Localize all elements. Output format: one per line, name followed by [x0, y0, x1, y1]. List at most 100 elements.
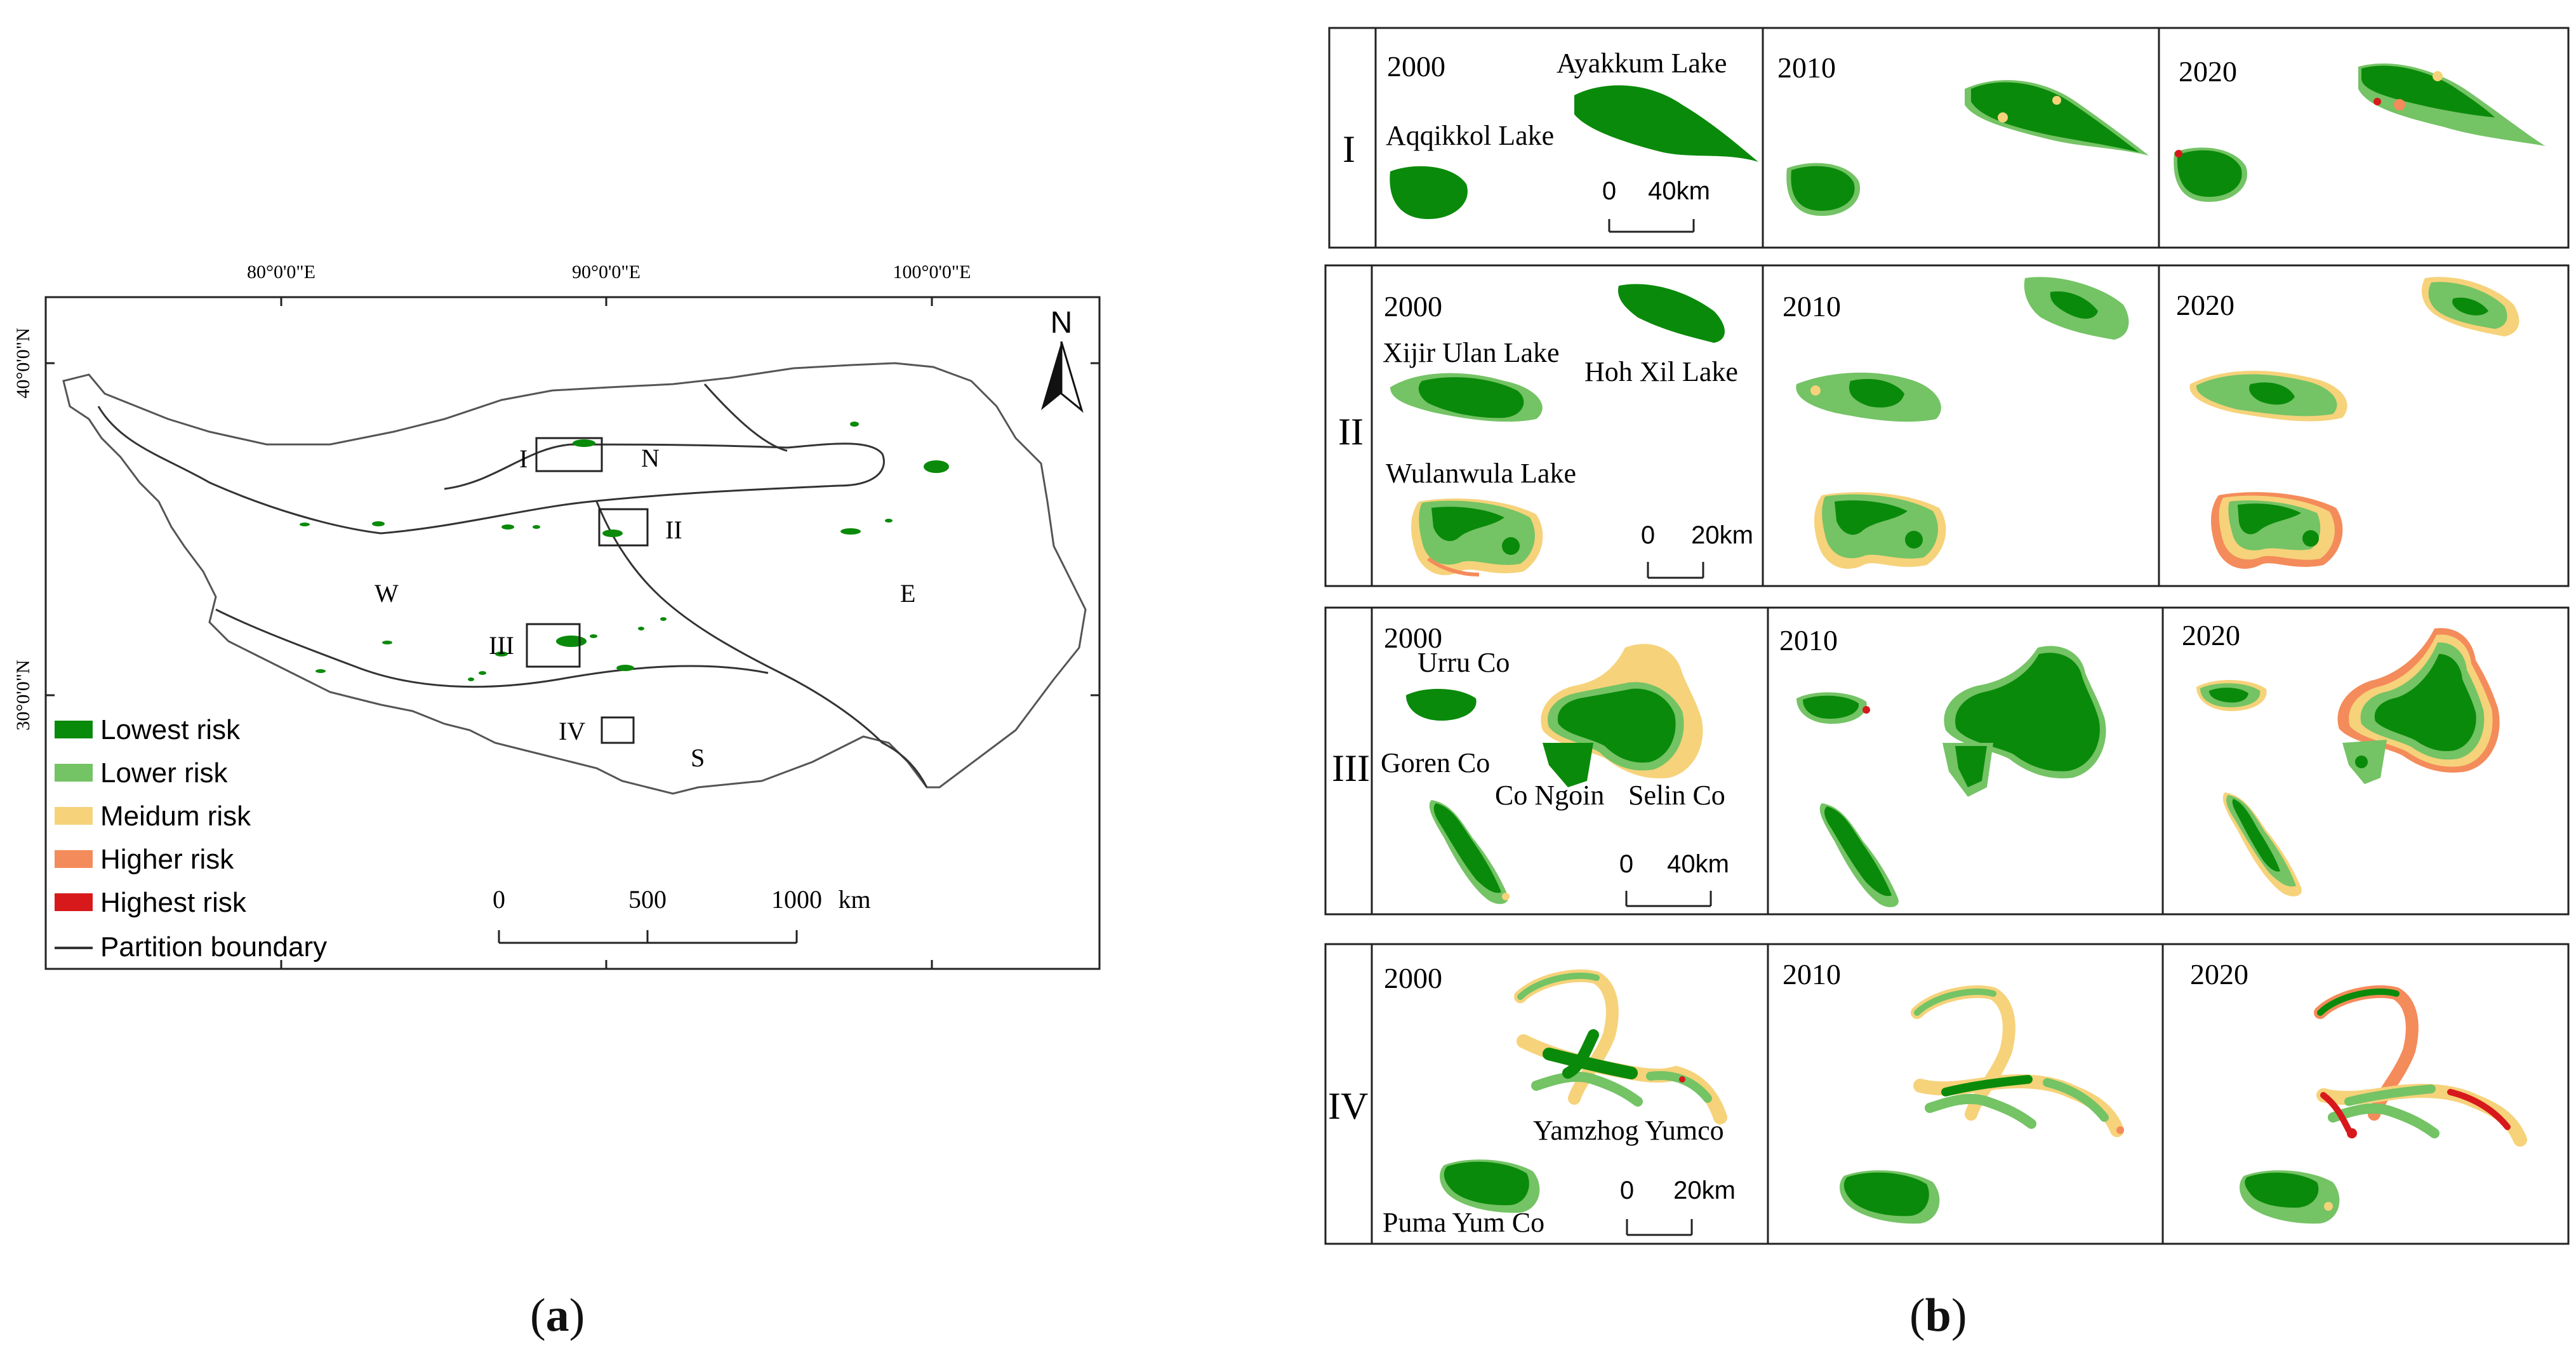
year-label: 2000: [1384, 290, 1442, 323]
map-frame: [44, 296, 1101, 970]
zone-label-s: S: [691, 743, 705, 772]
lake-selin-2010: [1942, 646, 2106, 797]
scale-label: 40km: [1667, 850, 1729, 878]
legend-swatch-higher: [55, 850, 93, 868]
lat-label-40: 40°0'0"N: [13, 328, 34, 398]
partition-boundary: [595, 501, 928, 788]
scale-tick-label: 0: [493, 885, 505, 914]
scale-label: 0: [1641, 521, 1655, 549]
legend-label: Higher risk: [100, 844, 234, 875]
lake-goren-2010: [1819, 803, 1899, 907]
partition-boundary: [97, 406, 885, 535]
year-label: 2020: [2179, 55, 2237, 88]
panel-a-caption: (a): [530, 1289, 585, 1343]
row-label-iv: IV: [1328, 1085, 1368, 1127]
lakes-overview: [300, 422, 949, 681]
row-ii: [1324, 264, 2570, 587]
lake-yamzhog-2000: [1514, 969, 1727, 1124]
lake-pumayum-2020: [2240, 1170, 2340, 1224]
caption-paren: ): [569, 1290, 585, 1342]
lon-label-100: 100°0'0"E: [893, 262, 971, 283]
lake-ayakkum-2020: [2358, 63, 2546, 146]
year-label: 2020: [2182, 619, 2240, 651]
row-iv: [1324, 943, 2570, 1245]
lake-yamzhog-2010: [1911, 985, 2124, 1137]
lake-label: Hoh Xil Lake: [1584, 356, 1738, 387]
scale-bar: [1626, 1219, 1693, 1236]
year-label: 2010: [1783, 958, 1841, 990]
plateau-outline: [62, 362, 1087, 795]
lake-label: Yamzhog Yumco: [1533, 1115, 1724, 1146]
scale-tick-label: 1000: [771, 885, 822, 914]
lon-label-90: 90°0'0"E: [572, 262, 641, 283]
legend-label: Lower risk: [100, 757, 228, 789]
lat-label-30: 30°0'0"N: [13, 660, 34, 730]
lake-xijirulan-2000: [1390, 373, 1543, 422]
lake-wulanwula-2010: [1814, 492, 1946, 569]
year-label: 2010: [1783, 290, 1841, 323]
legend-swatch-lower: [55, 764, 93, 782]
lake-urru-2020: [2196, 680, 2267, 711]
legend-swatch-lowest: [55, 721, 93, 738]
scale-label: 20km: [1673, 1176, 1736, 1204]
lake-label: Wulanwula Lake: [1386, 458, 1576, 489]
lake-label: Aqqikkol Lake: [1386, 120, 1554, 151]
box-label-iv: IV: [559, 717, 585, 745]
lake-yamzhog-2020: [2314, 985, 2527, 1147]
lake-aqqikkol-2010: [1786, 163, 1861, 216]
caption-paren: ): [1951, 1290, 1967, 1342]
graticule-ticks: [46, 297, 1099, 969]
legend: Lowest risk Lower risk Meidum risk Highe…: [55, 714, 327, 963]
year-label: 2000: [1387, 50, 1445, 83]
region-boxes: [526, 437, 649, 744]
lake-ayakkum-2010: [1965, 80, 2149, 156]
lake-label: Co Ngoin: [1495, 780, 1604, 811]
lake-wulanwula-2020: [2211, 492, 2343, 569]
caption-letter: b: [1925, 1290, 1951, 1342]
partition-boundary: [703, 383, 788, 452]
scale-unit-label: km: [838, 885, 870, 914]
zone-label-w: W: [375, 579, 399, 608]
caption-paren: (: [530, 1290, 546, 1342]
panel-b-caption: (b): [1909, 1289, 1967, 1343]
row-iii: [1324, 606, 2570, 916]
lake-ayakkum-2000: [1574, 85, 1758, 162]
lake-aqqikkol-2020: [2174, 147, 2248, 202]
lake-label: Selin Co: [1628, 780, 1725, 811]
lake-label: Goren Co: [1381, 747, 1490, 778]
lake-label: Urru Co: [1417, 647, 1510, 678]
legend-label: Meidum risk: [100, 801, 251, 832]
scale-tick-label: 500: [628, 885, 667, 914]
lake-goren-2020: [2222, 792, 2302, 896]
north-label: N: [1051, 306, 1073, 340]
lake-label: Ayakkum Lake: [1557, 48, 1727, 79]
caption-paren: (: [1909, 1290, 1925, 1342]
legend-label: Lowest risk: [100, 714, 241, 745]
legend-swatch-medium: [55, 807, 93, 825]
lake-selin-2020: [2337, 628, 2500, 784]
scale-bar: [1625, 891, 1712, 907]
legend-swatch-highest: [55, 893, 93, 911]
year-label: 2020: [2176, 289, 2234, 321]
lake-aqqikkol-2000: [1390, 166, 1468, 219]
year-label: 2010: [1777, 51, 1836, 84]
year-label: 2010: [1779, 624, 1838, 657]
legend-label: Partition boundary: [100, 931, 327, 963]
year-label: 2020: [2190, 958, 2248, 990]
lake-pumayum-2010: [1840, 1170, 1940, 1224]
scale-bar: [1647, 562, 1704, 579]
north-arrow-icon: [1041, 341, 1084, 413]
lake-hohxil-2010: [2024, 277, 2129, 340]
lake-wulanwula-2000: [1411, 498, 1543, 577]
year-label: 2000: [1384, 962, 1442, 994]
lake-hohxil-2020: [2422, 277, 2520, 337]
lake-hohxil-2000: [1618, 284, 1725, 343]
lake-pumayum-2000: [1440, 1159, 1540, 1213]
box-label-i: I: [519, 444, 528, 473]
scale-label: 0: [1602, 177, 1616, 205]
legend-label: Highest risk: [100, 887, 247, 918]
scale-bar: [1608, 219, 1695, 233]
lon-label-80: 80°0'0"E: [247, 262, 315, 283]
scale-label: 20km: [1691, 521, 1753, 549]
